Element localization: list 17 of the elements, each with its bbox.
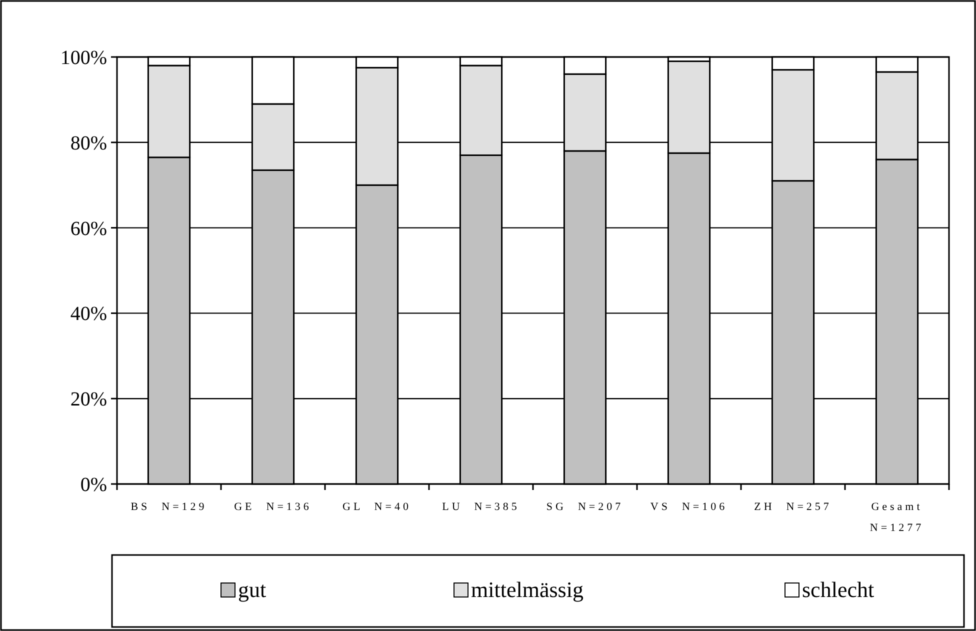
legend-label: schlecht bbox=[802, 577, 874, 602]
y-tick-label: 40% bbox=[70, 303, 107, 326]
legend-label: gut bbox=[238, 577, 266, 602]
x-tick-label: GL N=40 bbox=[342, 501, 412, 513]
y-tick-label: 60% bbox=[70, 218, 107, 240]
x-tick-label: Gesamt N=1277 bbox=[870, 501, 924, 534]
x-tick-label: VS N=106 bbox=[650, 501, 728, 513]
x-tick-label: BS N=129 bbox=[130, 501, 208, 513]
y-tick-label: 0% bbox=[80, 474, 107, 496]
y-tick-label: 20% bbox=[70, 388, 107, 411]
x-tick-label: LU N=385 bbox=[442, 501, 520, 513]
y-tick-label: 80% bbox=[70, 132, 107, 154]
legend-label: mittelmässig bbox=[471, 577, 584, 602]
x-tick-label: SG N=207 bbox=[546, 501, 624, 513]
y-tick-label: 100% bbox=[60, 47, 107, 69]
x-tick-label: ZH N=257 bbox=[754, 501, 832, 513]
x-tick-label: GE N=136 bbox=[234, 501, 312, 513]
